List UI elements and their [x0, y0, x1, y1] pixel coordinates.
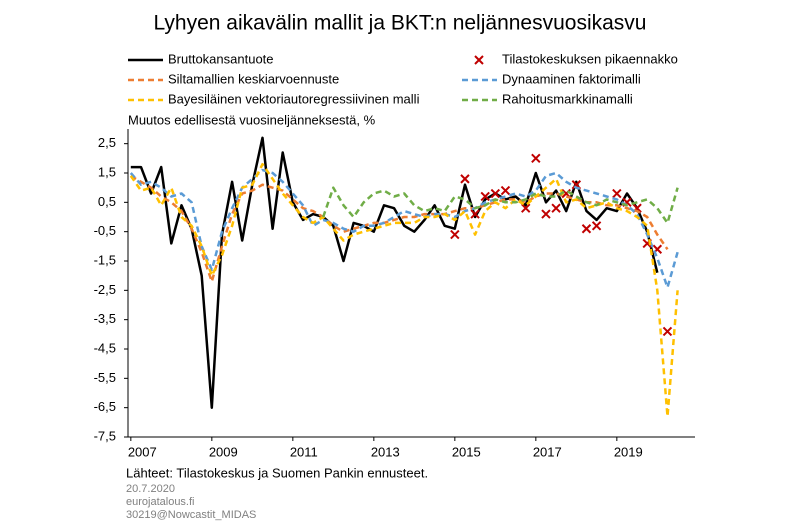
x-tick-label: 2015 — [452, 444, 481, 459]
x-tick-label: 2011 — [290, 444, 318, 459]
y-tick-label: -5,5 — [94, 370, 116, 385]
flash-marker — [480, 191, 490, 202]
legend-label: Siltamallien keskiarvoennuste — [168, 71, 339, 86]
series-line — [130, 136, 659, 409]
flash-marker — [521, 203, 531, 213]
x-tick-label: 2013 — [371, 444, 400, 459]
series-line — [129, 168, 679, 289]
y-tick-label: 2,5 — [98, 135, 116, 150]
flash-marker — [551, 203, 561, 213]
legend-label: Bayesiläinen vektoriautoregressiivinen m… — [168, 91, 420, 106]
x-tick-label: 2009 — [209, 444, 238, 459]
legend-label: Dynaaminen faktorimalli — [502, 71, 641, 86]
series-line — [322, 186, 679, 225]
y-tick-label: -2,5 — [94, 282, 116, 297]
subtitle: Muutos edellisestä vuosineljänneksestä, … — [128, 112, 376, 127]
id-note: 30219@Nowcastit_MIDAS — [126, 509, 256, 521]
series-line — [129, 162, 679, 418]
legend-marker — [474, 55, 484, 65]
site-note: eurojatalous.fi — [126, 496, 195, 508]
x-tick-label: 2019 — [614, 444, 643, 459]
y-tick-label: -1,5 — [94, 252, 116, 267]
source-note: Lähteet: Tilastokeskus ja Suomen Pankin … — [126, 465, 428, 480]
flash-marker — [581, 224, 592, 234]
flash-marker — [612, 188, 622, 199]
flash-marker — [531, 153, 541, 164]
flash-marker — [450, 229, 460, 240]
legend-label: Rahoitusmarkkinamalli — [502, 91, 633, 106]
chart-title: Lyhyen aikavälin mallit ja BKT:n neljänn… — [154, 12, 647, 35]
flash-marker — [490, 188, 501, 199]
flash-marker — [591, 221, 602, 231]
series-line — [130, 174, 669, 283]
y-tick-label: -3,5 — [94, 311, 116, 326]
flash-marker — [662, 326, 673, 337]
date-note: 20.7.2020 — [126, 483, 175, 495]
flash-marker — [500, 185, 511, 196]
y-tick-label: 1,5 — [98, 164, 116, 179]
legend-label: Bruttokansantuote — [168, 51, 274, 66]
legend-label: Tilastokeskuksen pikaennakko — [502, 51, 678, 66]
flash-marker — [470, 209, 480, 219]
y-tick-label: -0,5 — [94, 223, 116, 238]
flash-marker — [541, 209, 551, 219]
x-tick-label: 2017 — [533, 444, 562, 459]
x-tick-label: 2007 — [128, 444, 157, 459]
y-tick-label: -6,5 — [94, 399, 116, 414]
y-tick-label: -4,5 — [94, 340, 116, 355]
y-tick-label: -7,5 — [94, 428, 116, 443]
flash-marker — [460, 174, 470, 184]
y-tick-label: 0,5 — [98, 194, 116, 209]
